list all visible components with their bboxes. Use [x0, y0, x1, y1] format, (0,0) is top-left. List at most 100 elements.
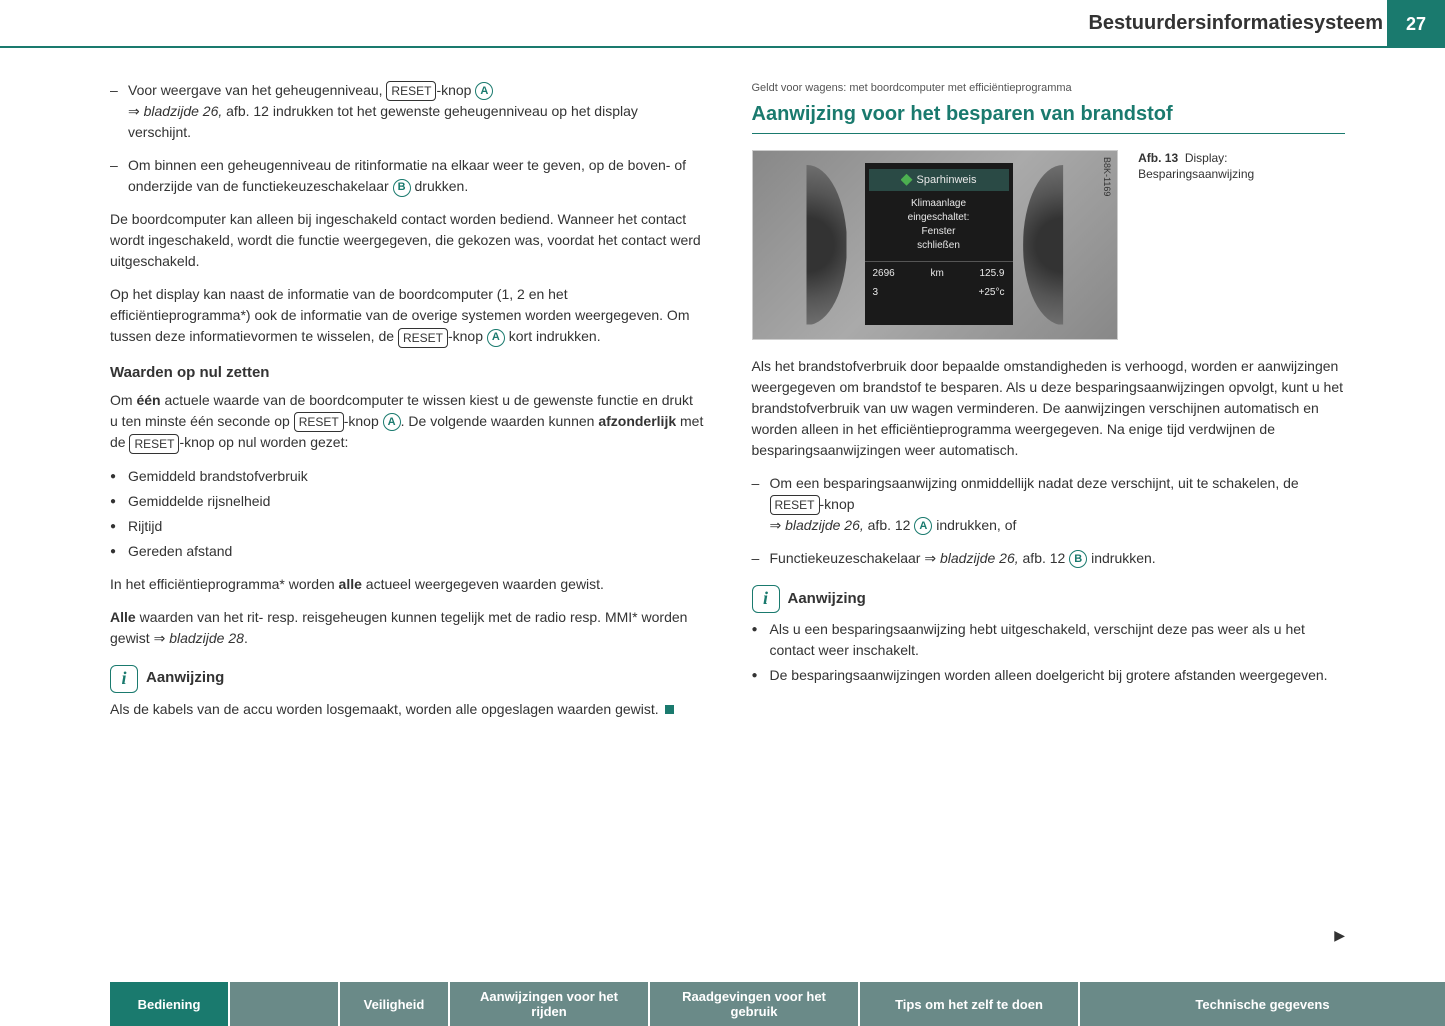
footer-spacer	[230, 982, 340, 1026]
instruction-text: Om een besparingsaanwijzing onmiddellijk…	[770, 473, 1346, 536]
bold-text: één	[136, 392, 160, 408]
info-icon: i	[110, 665, 138, 693]
content-area: – Voor weergave van het geheugenniveau, …	[110, 80, 1345, 946]
text: -knop	[448, 328, 487, 344]
list-item: Gemiddeld brandstofverbruik	[110, 466, 704, 487]
instruction-item-1: – Om een besparingsaanwijzing onmiddelli…	[752, 473, 1346, 536]
bullet-list: Gemiddeld brandstofverbruik Gemiddelde r…	[110, 466, 704, 562]
dash-marker: –	[752, 473, 770, 536]
note-header: i Aanwijzing	[110, 665, 704, 693]
footer-tab-raadgevingen[interactable]: Raadgevingen voor het gebruik	[650, 982, 860, 1026]
reset-button-label: RESET	[398, 328, 448, 348]
paragraph: Als het brandstofverbruik door bepaalde …	[752, 356, 1346, 461]
reset-button-label: RESET	[386, 81, 436, 101]
note-bullets: Als u een besparingsaanwijzing hebt uitg…	[752, 619, 1346, 686]
reset-button-label: RESET	[294, 412, 344, 432]
footer-tab-tips[interactable]: Tips om het zelf te doen	[860, 982, 1080, 1026]
text: kort indrukken.	[505, 328, 601, 344]
note-title: Aanwijzing	[788, 588, 866, 611]
bold-text: afzonderlijk	[598, 413, 676, 429]
instruction-item-1: – Voor weergave van het geheugenniveau, …	[110, 80, 704, 143]
dash-unit: km	[930, 266, 943, 281]
end-marker-icon	[665, 705, 674, 714]
dash-value: 125.9	[979, 266, 1004, 281]
list-item: Gemiddelde rijsnelheid	[110, 491, 704, 512]
header-title: Bestuurdersinformatiesysteem	[1088, 12, 1383, 35]
circle-a-icon: A	[383, 413, 401, 431]
circle-a-icon: A	[914, 517, 932, 535]
dash-header: Sparhinweis	[869, 169, 1009, 192]
list-item: Rijtijd	[110, 516, 704, 537]
footer-tab-technische[interactable]: Technische gegevens	[1080, 982, 1445, 1026]
page-number: 27	[1387, 0, 1445, 48]
page-ref: bladzijde 28	[169, 630, 244, 646]
text: Functiekeuzeschakelaar	[770, 550, 925, 566]
dash-line: Fenster	[865, 225, 1013, 239]
footer-tab-bediening[interactable]: Bediening	[110, 982, 230, 1026]
footer-tab-aanwijzingen[interactable]: Aanwijzingen voor het rijden	[450, 982, 650, 1026]
dashboard-screen: Sparhinweis Klimaanlage eingeschaltet: F…	[865, 163, 1013, 325]
paragraph: Om één actuele waarde van de boordcomput…	[110, 390, 704, 454]
leaf-icon	[901, 174, 913, 186]
dash-line: Klimaanlage	[865, 197, 1013, 211]
dash-marker: –	[752, 548, 770, 569]
instruction-text: Om binnen een geheugenniveau de ritinfor…	[128, 155, 704, 197]
paragraph: In het efficiëntieprogramma* worden alle…	[110, 574, 704, 595]
continue-arrow-icon: ▶	[1334, 925, 1345, 946]
bold-text: Alle	[110, 609, 136, 625]
dash-marker: –	[110, 80, 128, 143]
dash-value: 3	[873, 285, 879, 300]
text: -knop	[820, 496, 855, 512]
list-item: De besparingsaanwijzingen worden alleen …	[752, 665, 1346, 686]
footer-tab-veiligheid[interactable]: Veiligheid	[340, 982, 450, 1026]
text: indrukken.	[1087, 550, 1155, 566]
section-title: Aanwijzing voor het besparen van brandst…	[752, 101, 1346, 134]
subheading: Waarden op nul zetten	[110, 362, 704, 385]
figure-code: B8K-1169	[1100, 157, 1114, 196]
note-title: Aanwijzing	[146, 667, 224, 690]
figure-caption: Afb. 13 Display: Besparingsaanwijzing	[1138, 150, 1345, 184]
paragraph: Op het display kan naast de informatie v…	[110, 284, 704, 347]
text: drukken.	[411, 178, 469, 194]
text: In het efficiëntieprogramma* worden	[110, 576, 339, 592]
dash-value: +25°c	[979, 285, 1005, 300]
dash-body: Klimaanlage eingeschaltet: Fenster schli…	[865, 197, 1013, 253]
text: Om een besparingsaanwijzing onmiddellijk…	[770, 475, 1299, 491]
bold-text: alle	[339, 576, 362, 592]
page-ref: bladzijde 26,	[144, 103, 223, 119]
text: afb. 12	[864, 517, 915, 533]
footer-spacer	[0, 982, 110, 1026]
instruction-text: Voor weergave van het geheugenniveau, RE…	[128, 80, 704, 143]
figure-row: B8K-1169 Sparhinweis Klimaanlage eingesc…	[752, 150, 1346, 340]
text: -knop op nul worden gezet:	[179, 434, 348, 450]
applicability-caption: Geldt voor wagens: met boordcomputer met…	[752, 80, 1346, 97]
text: afb. 12	[1019, 550, 1070, 566]
page-ref: bladzijde 26,	[785, 517, 864, 533]
arrow-icon: ⇒	[924, 550, 936, 566]
reset-button-label: RESET	[770, 495, 820, 515]
instruction-item-2: – Om binnen een geheugenniveau de ritinf…	[110, 155, 704, 197]
instruction-text: Functiekeuzeschakelaar ⇒ bladzijde 26, a…	[770, 548, 1156, 569]
header-bar: Bestuurdersinformatiesysteem 27	[0, 0, 1445, 48]
left-column: – Voor weergave van het geheugenniveau, …	[110, 80, 704, 946]
list-item: Als u een besparingsaanwijzing hebt uitg…	[752, 619, 1346, 661]
arrow-icon: ⇒	[128, 103, 140, 119]
text: . De volgende waarden kunnen	[401, 413, 599, 429]
right-column: Geldt voor wagens: met boordcomputer met…	[752, 80, 1346, 946]
dash-line: schließen	[865, 239, 1013, 253]
text: Voor weergave van het geheugenniveau,	[128, 82, 386, 98]
page-ref: bladzijde 26,	[940, 550, 1019, 566]
text: Als de kabels van de accu worden losgema…	[110, 701, 659, 717]
footer-tabs: Bediening Veiligheid Aanwijzingen voor h…	[0, 982, 1445, 1026]
text: Sparhinweis	[917, 172, 977, 189]
dash-bottom-row: 2696 km 125.9	[865, 261, 1013, 285]
text: actueel weergegeven waarden gewist.	[362, 576, 604, 592]
text: -knop	[436, 82, 475, 98]
fig-number: Afb. 13	[1138, 151, 1178, 165]
circle-a-icon: A	[475, 82, 493, 100]
instruction-item-2: – Functiekeuzeschakelaar ⇒ bladzijde 26,…	[752, 548, 1346, 569]
paragraph: Alle waarden van het rit- resp. reisgehe…	[110, 607, 704, 649]
dash-bottom-row2: 3 +25°c	[865, 285, 1013, 300]
text: Om	[110, 392, 136, 408]
arrow-icon: ⇒	[154, 630, 166, 646]
